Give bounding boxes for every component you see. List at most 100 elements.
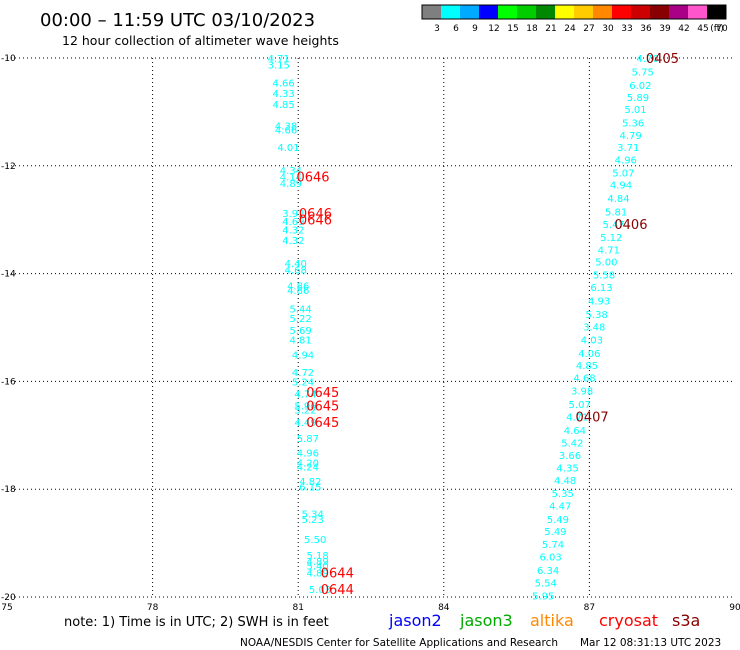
wave-height-value: 4.86 xyxy=(287,281,309,292)
legend-swatch xyxy=(669,5,688,19)
color-legend: 3 6 9 12 15 18 21 24 27 30 33 36 39 42 45 70(ft) xyxy=(421,4,728,34)
wave-height-value: 4.94 xyxy=(292,350,314,361)
legend-swatch xyxy=(498,5,517,19)
wave-height-value: 4.32 xyxy=(282,225,304,236)
wave-height-value: 5.24 xyxy=(292,377,314,388)
wave-height-value: 4.64 xyxy=(564,426,586,437)
mission-altika: altika xyxy=(530,611,574,630)
wave-height-value: 4.81 xyxy=(289,335,311,346)
wave-height-value: 4.89 xyxy=(280,179,302,190)
wave-height-value: 4.49 xyxy=(294,418,316,429)
wave-height-value: 5.35 xyxy=(552,489,574,500)
wave-height-value: 6.13 xyxy=(590,283,612,294)
legend-label: 9 xyxy=(472,24,478,34)
y-tick-label: -20 xyxy=(1,593,16,603)
legend-label: 33 xyxy=(621,24,632,34)
legend-label: 21 xyxy=(545,24,556,34)
wave-height-value: 4.06 xyxy=(578,349,600,360)
legend-label: 39 xyxy=(659,24,671,34)
wave-height-value: 4.01 xyxy=(277,143,299,154)
wave-height-value: 4.38 xyxy=(275,121,297,132)
pass-time-label: 0407 xyxy=(576,410,609,425)
wave-height-value: 4.85 xyxy=(273,100,295,111)
wave-height-value: 5.01 xyxy=(624,105,646,116)
wave-height-value: 5.12 xyxy=(600,233,622,244)
legend-swatch xyxy=(422,5,441,19)
wave-height-value: 4.03 xyxy=(581,335,603,346)
pass-time-label: 0406 xyxy=(614,218,647,233)
legend-frame xyxy=(421,4,727,20)
wave-height-value: 4.74 xyxy=(294,389,316,400)
footer-note: note: 1) Time is in UTC; 2) SWH is in fe… xyxy=(64,615,329,630)
pass-time-label: 0645 xyxy=(306,400,339,415)
wave-height-value: 4.14 xyxy=(280,173,302,184)
wave-height-value: 4.72 xyxy=(292,368,314,379)
wave-height-value: 6.34 xyxy=(537,566,559,577)
wave-height-value: 5.22 xyxy=(289,314,311,325)
mission-jason2: jason2 xyxy=(388,611,442,630)
x-tick-label: 87 xyxy=(584,603,595,613)
legend-swatch xyxy=(479,5,498,19)
pass-time-label: 0644 xyxy=(321,583,354,598)
pass-time-label: 0646 xyxy=(296,171,329,186)
wave-height-value: 4.35 xyxy=(556,464,578,475)
pass-time-label: 0646 xyxy=(299,214,332,229)
wave-height-value: 5.54 xyxy=(535,578,557,589)
wave-height-value: 4.68 xyxy=(285,265,307,276)
wave-height-value: 4.47 xyxy=(549,501,571,512)
x-tick-label: 90 xyxy=(729,603,740,613)
x-tick-label: 81 xyxy=(292,603,303,613)
wave-height-value: 5.00 xyxy=(595,258,617,269)
wave-height-value: 5.96 xyxy=(294,402,316,413)
pass-time-label: 0405 xyxy=(646,52,679,67)
wave-height-value: 4.96 xyxy=(297,449,319,460)
wave-height-value: 3.15 xyxy=(268,60,290,71)
legend-swatch xyxy=(517,5,536,19)
wave-height-value: 5.36 xyxy=(622,119,644,130)
wave-height-value: 4.96 xyxy=(615,155,637,166)
pass-time-label: 0645 xyxy=(306,386,339,401)
wave-height-value: 5.49 xyxy=(547,515,569,526)
y-tick-label: -16 xyxy=(1,377,16,387)
wave-height-value: 3.48 xyxy=(583,322,605,333)
legend-label: 3 xyxy=(434,24,440,34)
wave-height-value: 5.75 xyxy=(632,67,654,78)
pass-time-label: 0646 xyxy=(299,207,332,222)
mission-jason3: jason3 xyxy=(459,611,513,630)
legend-label: 36 xyxy=(640,24,652,34)
x-tick-label: 84 xyxy=(438,603,450,613)
legend-label: 12 xyxy=(488,24,499,34)
wave-height-value: 4.89 xyxy=(306,557,328,568)
y-tick-label: -14 xyxy=(1,270,16,280)
x-tick-label: 78 xyxy=(147,603,159,613)
legend-swatch xyxy=(555,5,574,19)
wave-height-value: 4.32 xyxy=(282,236,304,247)
wave-height-value: 5.49 xyxy=(544,527,566,538)
wave-height-value: 4.86 xyxy=(287,286,309,297)
legend-swatch xyxy=(650,5,669,19)
legend-swatch xyxy=(612,5,631,19)
legend-label: 18 xyxy=(526,24,538,34)
legend-swatch xyxy=(460,5,479,19)
wave-height-value: 4.94 xyxy=(610,181,632,192)
mission-s3a: s3a xyxy=(672,611,700,630)
legend-label: 27 xyxy=(583,24,594,34)
wave-height-value: 4.70 xyxy=(637,54,659,65)
wave-height-value: 5.40 xyxy=(306,562,328,573)
wave-height-value: 3.71 xyxy=(617,143,639,154)
legend-swatch xyxy=(707,5,726,19)
wave-height-value: 6.15 xyxy=(299,483,321,494)
wave-height-value: 6.03 xyxy=(539,553,561,564)
wave-height-value: 4.93 xyxy=(588,297,610,308)
wave-height-value: 6.02 xyxy=(629,81,651,92)
wave-height-value: 4.69 xyxy=(282,217,304,228)
wave-height-value: 5.07 xyxy=(612,168,634,179)
mission-cryosat: cryosat xyxy=(599,611,658,630)
wave-height-value: 5.50 xyxy=(304,535,326,546)
wave-height-value: 5.34 xyxy=(302,509,324,520)
legend-label: 70 xyxy=(716,24,728,34)
wave-height-value: 4.48 xyxy=(554,476,576,487)
wave-height-value: 4.40 xyxy=(285,259,307,270)
wave-height-value: 5.38 xyxy=(586,310,608,321)
